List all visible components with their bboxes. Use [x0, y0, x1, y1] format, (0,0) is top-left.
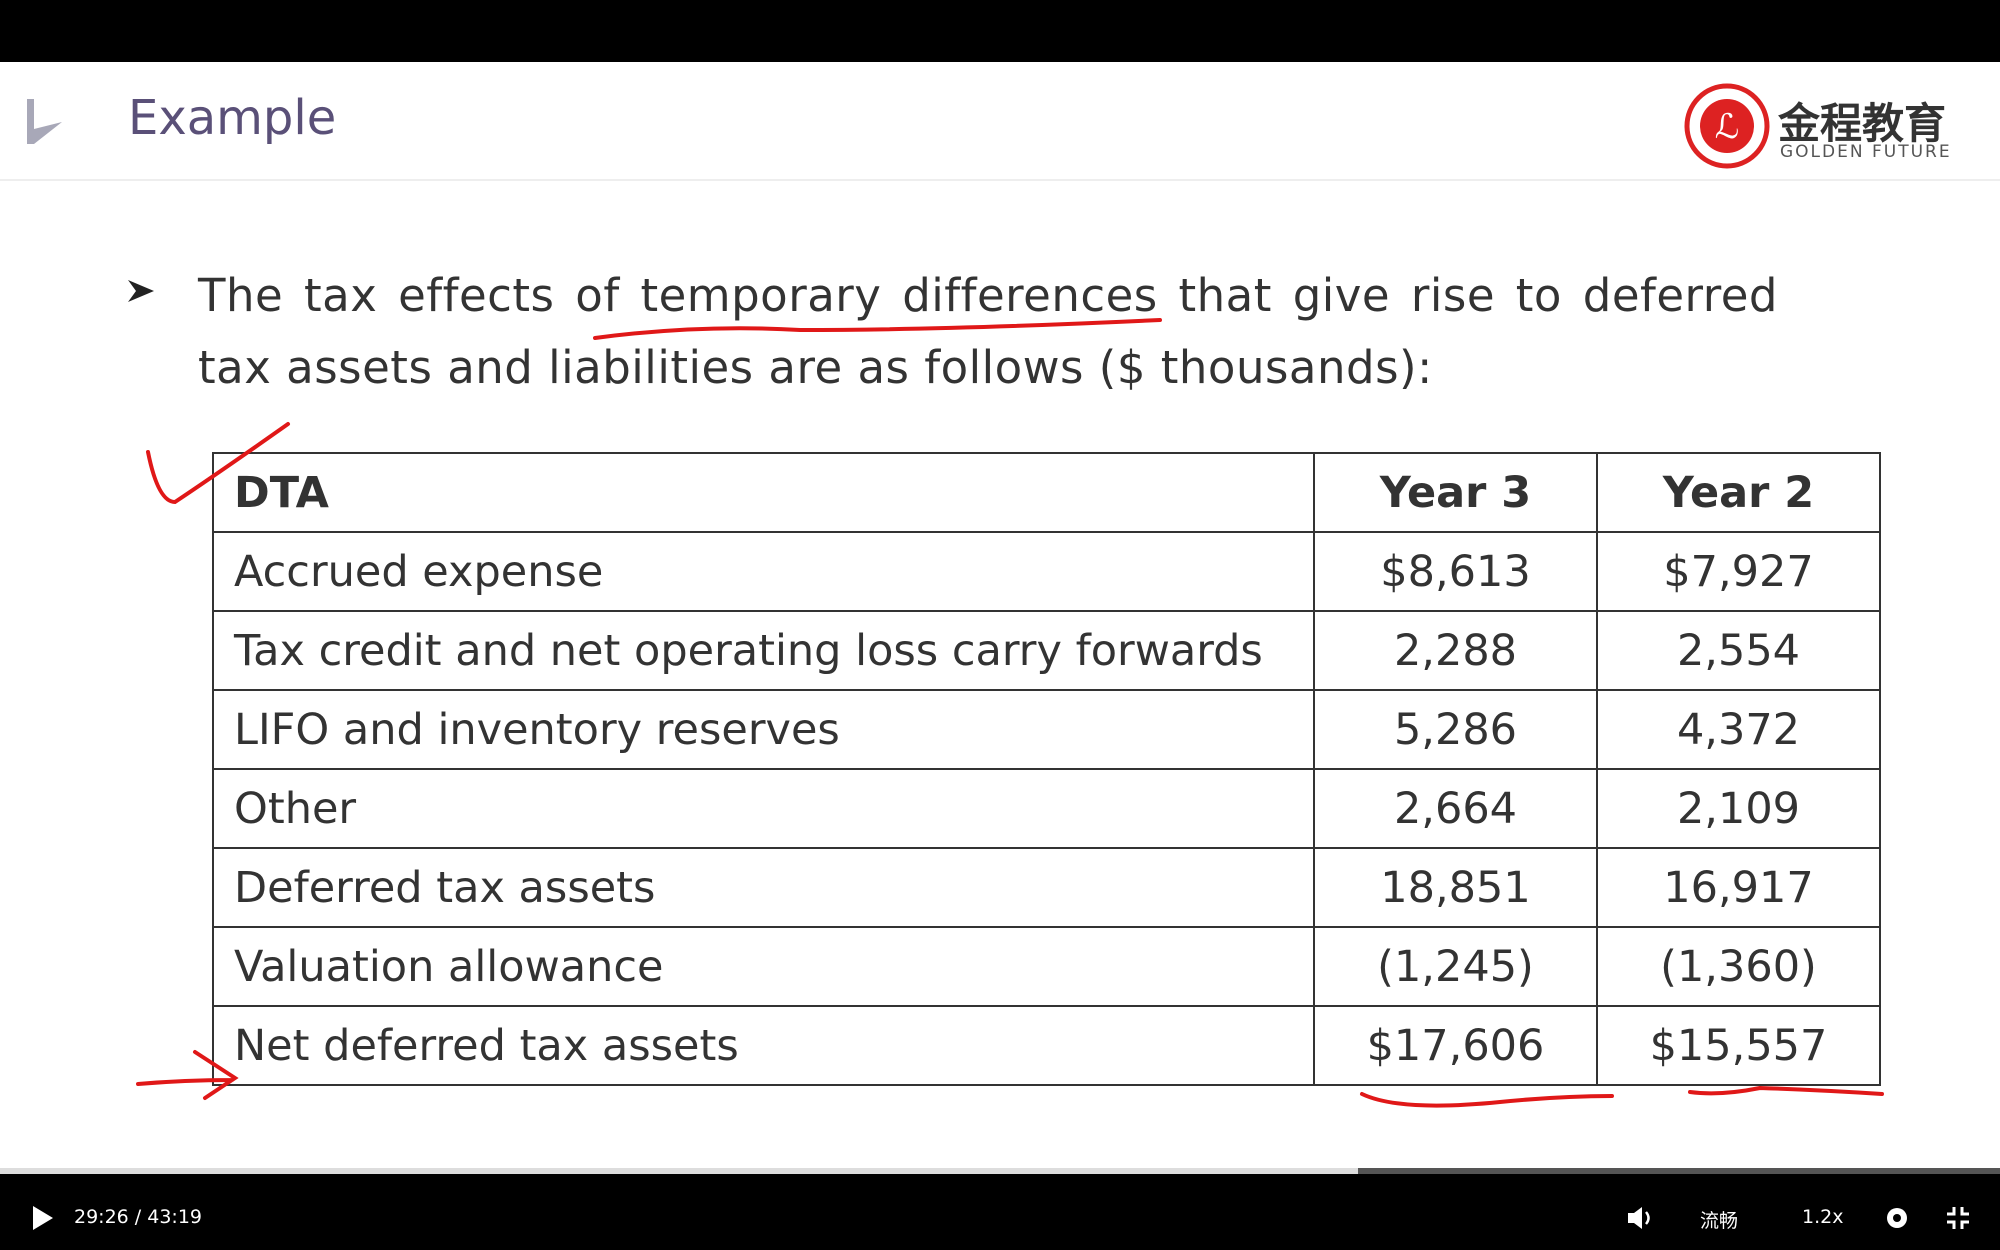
progress-played [0, 1168, 1358, 1174]
table-row: Other 2,664 2,109 [212, 768, 1881, 849]
logo-subtext: GOLDEN FUTURE [1780, 142, 1952, 162]
logo-mark [27, 99, 62, 144]
settings-button[interactable] [1883, 1204, 1911, 1232]
cell-value: $17,606 [1313, 1005, 1598, 1086]
control-bar: 29:26 / 43:19 流畅 1.2x [0, 1186, 2000, 1250]
table-row: Tax credit and net operating loss carry … [212, 610, 1881, 691]
slide: Example ℒ 金程教育 GOLDEN FUTURE The tax eff… [0, 62, 2000, 1171]
cell-value: 2,109 [1596, 768, 1881, 849]
bullet-text: The tax effects of temporary differences… [198, 269, 1778, 394]
row-label: Deferred tax assets [212, 847, 1315, 928]
fullscreen-button[interactable] [1944, 1204, 1972, 1232]
quality-button[interactable]: 流畅 [1700, 1210, 1739, 1232]
table-row: Deferred tax assets 18,851 16,917 [212, 847, 1881, 928]
table-row: Accrued expense $8,613 $7,927 [212, 531, 1881, 612]
dta-table: DTA Year 3 Year 2 Accrued expense $8,613 $… [212, 452, 1881, 1086]
play-button[interactable] [30, 1204, 56, 1232]
cell-value: $15,557 [1596, 1005, 1881, 1086]
cell-value: $7,927 [1596, 531, 1881, 612]
row-label: Other [212, 768, 1315, 849]
cell-value: (1,245) [1313, 926, 1598, 1007]
cell-value: $8,613 [1313, 531, 1598, 612]
logo-text: 金程教育 [1778, 99, 1947, 148]
time-display: 29:26 / 43:19 [74, 1206, 202, 1228]
progress-bar[interactable] [0, 1168, 2000, 1174]
row-label: LIFO and inventory reserves [212, 689, 1315, 770]
cell-value: 2,288 [1313, 610, 1598, 691]
svg-text:ℒ: ℒ [1715, 107, 1740, 147]
cell-value: 5,286 [1313, 689, 1598, 770]
slide-title: Example [128, 90, 337, 146]
cell-value: 2,664 [1313, 768, 1598, 849]
cell-value: 18,851 [1313, 847, 1598, 928]
speed-button[interactable]: 1.2x [1802, 1206, 1844, 1228]
cell-value: 16,917 [1596, 847, 1881, 928]
row-label: Accrued expense [212, 531, 1315, 612]
row-label: Net deferred tax assets [212, 1005, 1315, 1086]
cell-value: 2,554 [1596, 610, 1881, 691]
column-header: Year 3 [1313, 452, 1598, 533]
annotations [136, 318, 1884, 1108]
column-header: Year 2 [1596, 452, 1881, 533]
table-row: LIFO and inventory reserves 5,286 4,372 [212, 689, 1881, 770]
cell-value: (1,360) [1596, 926, 1881, 1007]
table-row: Net deferred tax assets $17,606 $15,557 [212, 1005, 1881, 1086]
volume-button[interactable] [1625, 1204, 1655, 1232]
row-label: Valuation allowance [212, 926, 1315, 1007]
table-row: Valuation allowance (1,245) (1,360) [212, 926, 1881, 1007]
slide-header: Example ℒ 金程教育 GOLDEN FUTURE [0, 62, 2000, 181]
cell-value: 4,372 [1596, 689, 1881, 770]
logo-seal: ℒ [1684, 83, 1770, 169]
bullet-icon [128, 280, 154, 302]
column-header: DTA [212, 452, 1315, 533]
row-label: Tax credit and net operating loss carry … [212, 610, 1315, 691]
